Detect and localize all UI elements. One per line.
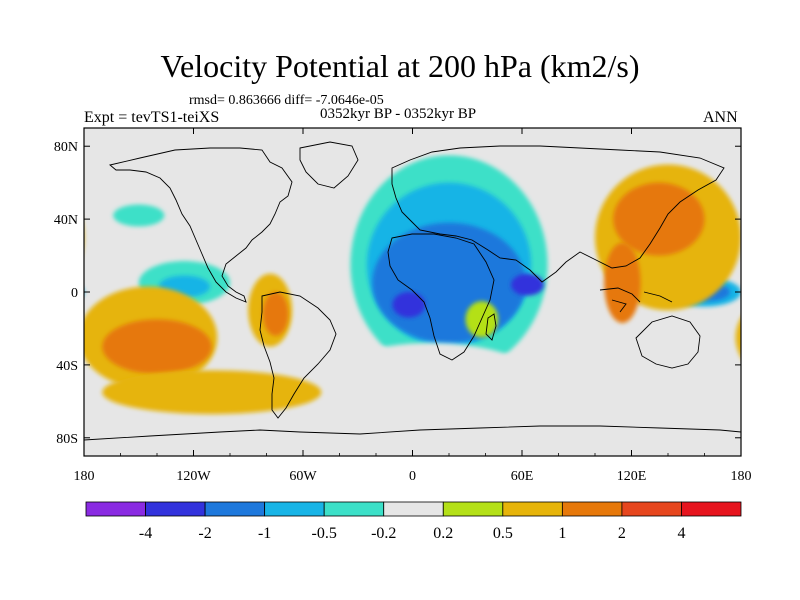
- colorbar-swatch: [561, 501, 623, 517]
- stats-label: rmsd= 0.863666 diff= -7.0646e-05: [189, 93, 384, 108]
- colorbar-swatch: [681, 501, 742, 517]
- colorbar-swatch: [145, 501, 206, 517]
- chart-title: Velocity Potential at 200 hPa (km2/s): [160, 48, 640, 84]
- colorbar-swatch: [621, 501, 682, 517]
- colorbar-label: 2: [618, 525, 626, 542]
- contour-south-pacific-strong: [102, 319, 212, 374]
- colorbar-swatch: [264, 501, 325, 517]
- y-tick-label: 80S: [56, 432, 78, 447]
- contour-north-pacific-negative: [113, 204, 165, 227]
- colorbar-swatch: [323, 501, 385, 517]
- contour-south-pacific-strong: [759, 319, 800, 374]
- contour-arabian-sea-min: [511, 273, 544, 296]
- coast-madagascar: [485, 313, 497, 341]
- contour-north-pacific-negative: [770, 205, 800, 227]
- coast-south-america: [259, 291, 337, 419]
- colorbar-swatch: [442, 501, 504, 517]
- season-label: ANN: [703, 109, 738, 126]
- colorbar-label: -1: [258, 525, 271, 542]
- colorbar-label: -0.2: [371, 525, 396, 542]
- x-tick-label: 60W: [289, 469, 317, 484]
- contour-africa-indian-negative: [372, 222, 526, 344]
- colorbar-swatch: [85, 501, 146, 517]
- x-tick-label: 180: [731, 469, 752, 484]
- coast-australia: [635, 315, 701, 369]
- colorbar: -4 -2 -1 -0.5 -0.2 0.2 0.5 1 2 4: [85, 501, 742, 542]
- y-tick-label: 40N: [54, 213, 78, 228]
- colorbar-swatch: [502, 501, 563, 517]
- contour-west-pacific-core: [29, 283, 73, 301]
- coast-greenland: [299, 141, 359, 189]
- contour-southern-ocean-positive: [102, 370, 322, 415]
- coastlines: [84, 141, 741, 441]
- colorbar-label: 1: [558, 525, 566, 542]
- y-tick-label: 0: [71, 286, 78, 301]
- x-tick-label: 120W: [176, 469, 211, 484]
- y-tick-label: 80N: [54, 140, 78, 155]
- contour-south-atlantic-neutral: [321, 343, 541, 424]
- colorbar-label: -4: [139, 525, 152, 542]
- contour-fields: [0, 155, 800, 424]
- colorbar-swatch: [383, 501, 444, 517]
- coast-antarctica: [84, 425, 741, 441]
- x-tick-label: 0: [409, 469, 416, 484]
- contour-east-asia-strong-positive: [0, 183, 48, 256]
- coast-north-america: [109, 147, 293, 303]
- x-tick-label: 180: [74, 469, 95, 484]
- contour-gulf-of-guinea-min: [392, 292, 426, 318]
- y-axis: 80N 40N 0 40S 80S: [54, 140, 741, 447]
- colorbar-swatch: [204, 501, 266, 517]
- y-tick-label: 40S: [56, 359, 78, 374]
- contour-peru-strong: [262, 292, 289, 336]
- period-label: 0352kyr BP - 0352kyr BP: [320, 106, 477, 122]
- x-tick-label: 120E: [617, 469, 647, 484]
- x-tick-label: 60E: [511, 469, 534, 484]
- coast-africa: [387, 233, 495, 361]
- x-axis: 180 120W 60W 0 60E 120E 180: [74, 128, 752, 484]
- contour-south-pacific-positive: [735, 317, 741, 358]
- colorbar-label: 4: [677, 525, 685, 542]
- contour-maritime-continent-positive: [604, 242, 641, 323]
- contour-southern-ocean-positive: [759, 370, 800, 414]
- coast-eurasia: [391, 145, 725, 283]
- colorbar-label: 0.5: [493, 525, 513, 542]
- colorbar-label: -2: [198, 525, 211, 542]
- colorbar-label: -0.5: [312, 525, 337, 542]
- colorbar-label: 0.2: [433, 525, 453, 542]
- experiment-label: Expt = tevTS1-teiXS: [84, 109, 220, 126]
- coast-maritime-islands: [599, 287, 673, 313]
